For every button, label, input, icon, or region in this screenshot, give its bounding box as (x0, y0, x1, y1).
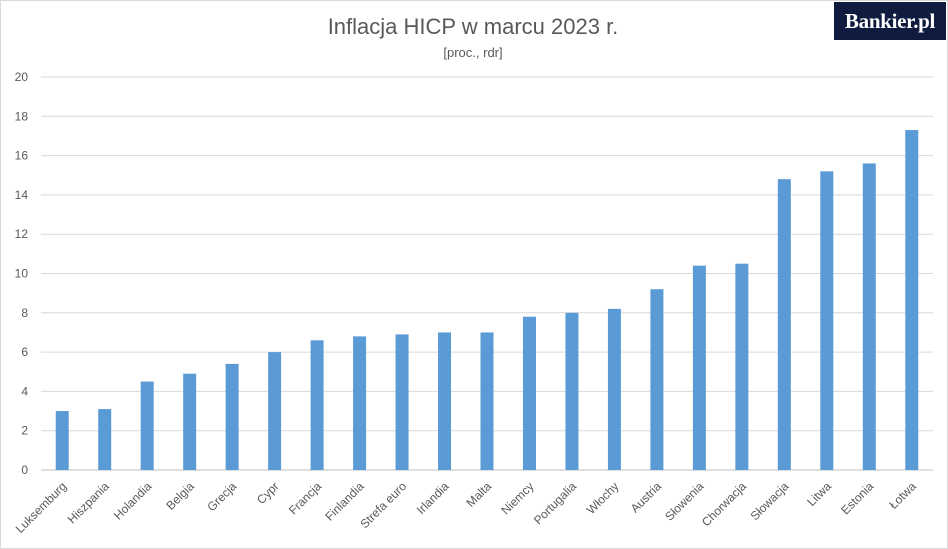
bars (55, 130, 919, 470)
bar (522, 316, 536, 470)
y-tick-label: 10 (15, 267, 29, 281)
bar (650, 289, 664, 470)
bar (55, 411, 69, 470)
bar (395, 334, 409, 470)
x-tick-label: Litwa (804, 479, 834, 509)
chart-subtitle: [proc., rdr] (443, 45, 502, 60)
x-tick-label: Irlandia (414, 479, 452, 517)
x-tick-label: Chorwacja (699, 479, 749, 529)
y-tick-label: 6 (21, 345, 28, 359)
bankier-logo: Bankier.pl (834, 2, 946, 40)
bar (140, 381, 154, 470)
y-tick-label: 14 (15, 188, 29, 202)
x-tick-label: Holandia (111, 479, 155, 523)
bar (862, 163, 876, 470)
y-tick-label: 4 (21, 384, 28, 398)
bar (735, 263, 749, 470)
y-tick-label: 12 (15, 227, 29, 241)
bar (565, 312, 579, 470)
y-tick-label: 18 (15, 109, 29, 123)
bar (310, 340, 324, 470)
bar (480, 332, 494, 470)
y-tick-label: 20 (15, 70, 29, 84)
y-axis: 0 2 4 6 8 10 12 14 16 18 20 (15, 70, 29, 477)
x-tick-label: Francja (286, 479, 324, 517)
bar (225, 363, 239, 470)
bar (777, 179, 791, 470)
x-tick-label: Hiszpania (65, 479, 112, 526)
x-tick-label: Luksemburg (13, 479, 70, 536)
x-tick-label: Estonia (838, 479, 876, 517)
x-tick-label: Włochy (584, 479, 622, 517)
bar (353, 336, 367, 470)
bar (820, 171, 834, 470)
x-tick-label: Cypr (254, 479, 282, 507)
x-tick-label: Belgia (163, 479, 197, 513)
bar (98, 409, 112, 470)
y-tick-label: 2 (21, 424, 28, 438)
bar (438, 332, 452, 470)
x-tick-label: Niemcy (498, 479, 536, 517)
bar (692, 265, 706, 470)
x-tick-label: Portugalia (531, 479, 579, 527)
bar (607, 308, 621, 470)
x-tick-label: Słowacja (748, 479, 792, 523)
y-tick-label: 16 (15, 149, 29, 163)
bar (905, 130, 919, 470)
x-tick-label: Malta (463, 479, 494, 510)
bar (183, 373, 197, 470)
chart-title: Inflacja HICP w marcu 2023 r. (328, 14, 619, 39)
x-tick-label: Łotwa (886, 479, 919, 512)
bar (268, 352, 282, 470)
x-tick-label: Austria (628, 479, 665, 516)
y-tick-label: 0 (21, 463, 28, 477)
y-tick-label: 8 (21, 306, 28, 320)
x-tick-label: Grecja (204, 479, 239, 514)
x-tick-label: Strefa euro (357, 479, 409, 531)
logo-text: Bankier.pl (844, 8, 936, 33)
